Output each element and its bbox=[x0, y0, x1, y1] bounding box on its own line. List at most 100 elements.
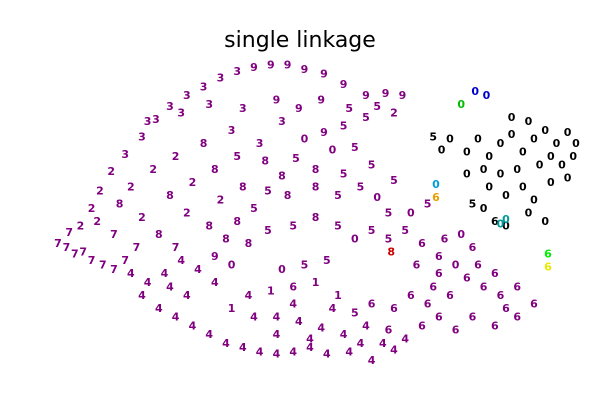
digit-point: 0 bbox=[457, 228, 465, 241]
digit-point: 0 bbox=[553, 137, 561, 150]
digit-point: 4 bbox=[357, 337, 365, 350]
digit-point: 4 bbox=[306, 341, 314, 354]
digit-point: 0 bbox=[228, 259, 236, 272]
digit-point: 4 bbox=[205, 328, 213, 341]
digit-point: 6 bbox=[407, 289, 415, 302]
digit-point: 6 bbox=[480, 280, 488, 293]
digit-point: 5 bbox=[429, 130, 437, 143]
digit-point: 1 bbox=[334, 289, 342, 302]
digit-point: 4 bbox=[345, 345, 353, 358]
digit-point: 6 bbox=[432, 191, 440, 204]
digit-point: 0 bbox=[547, 176, 555, 189]
digit-point: 5 bbox=[351, 306, 359, 319]
digit-point: 7 bbox=[99, 259, 107, 272]
digit-point: 5 bbox=[368, 159, 376, 172]
digit-point: 7 bbox=[79, 246, 87, 259]
digit-point: 9 bbox=[301, 63, 309, 76]
digit-point: 8 bbox=[166, 189, 174, 202]
digit-point: 0 bbox=[519, 180, 527, 193]
digit-point: 6 bbox=[289, 280, 297, 293]
digit-point: 2 bbox=[390, 107, 398, 120]
digit-point: 6 bbox=[502, 302, 510, 315]
digit-point: 0 bbox=[564, 126, 572, 139]
digit-point: 6 bbox=[418, 319, 426, 332]
digit-point: 4 bbox=[222, 337, 230, 350]
digit-point: 4 bbox=[289, 298, 297, 311]
digit-point: 4 bbox=[256, 345, 264, 358]
digit-point: 2 bbox=[107, 165, 115, 178]
digit-point: 5 bbox=[301, 259, 309, 272]
digit-point: 4 bbox=[273, 348, 281, 361]
digit-point: 4 bbox=[172, 311, 180, 324]
digit-point: 0 bbox=[497, 167, 505, 180]
digit-point: 9 bbox=[267, 59, 275, 72]
digit-point: 0 bbox=[519, 146, 527, 159]
digit-point: 4 bbox=[239, 341, 247, 354]
digit-point: 0 bbox=[301, 133, 309, 146]
digit-point: 5 bbox=[390, 174, 398, 187]
digit-point: 8 bbox=[233, 215, 241, 228]
digit-point: 2 bbox=[93, 215, 101, 228]
digit-point: 8 bbox=[245, 237, 253, 250]
digit-point: 8 bbox=[239, 180, 247, 193]
digit-point: 4 bbox=[362, 319, 370, 332]
digit-point: 7 bbox=[110, 228, 118, 241]
digit-point: 8 bbox=[312, 211, 320, 224]
digit-point: 2 bbox=[138, 211, 146, 224]
digit-point: 5 bbox=[357, 180, 365, 193]
digit-point: 1 bbox=[267, 285, 275, 298]
digit-point: 6 bbox=[513, 311, 521, 324]
digit-point: 5 bbox=[334, 189, 342, 202]
digit-point: 0 bbox=[558, 159, 566, 172]
digit-point: 1 bbox=[312, 276, 320, 289]
digit-point: 6 bbox=[418, 237, 426, 250]
digit-point: 1 bbox=[228, 302, 236, 315]
digit-point: 3 bbox=[233, 65, 241, 78]
digit-point: 0 bbox=[480, 202, 488, 215]
digit-point: 0 bbox=[329, 143, 337, 156]
digit-point: 2 bbox=[183, 206, 191, 219]
digit-point: 8 bbox=[387, 246, 395, 259]
digit-point: 3 bbox=[121, 148, 129, 161]
digit-point: 6 bbox=[491, 319, 499, 332]
digit-point: 4 bbox=[155, 302, 163, 315]
digit-point: 6 bbox=[497, 289, 505, 302]
digit-point: 8 bbox=[205, 219, 213, 232]
digit-point: 3 bbox=[217, 72, 225, 85]
digit-point: 8 bbox=[278, 170, 286, 183]
digit-point: 9 bbox=[382, 87, 390, 100]
digit-point: 5 bbox=[289, 219, 297, 232]
digit-point: 0 bbox=[463, 146, 471, 159]
digit-point: 0 bbox=[463, 167, 471, 180]
digit-point: 3 bbox=[138, 130, 146, 143]
digit-point: 0 bbox=[446, 133, 454, 146]
digit-point: 0 bbox=[471, 85, 479, 98]
digit-point: 0 bbox=[474, 133, 482, 146]
digit-point: 6 bbox=[469, 241, 477, 254]
digit-point: 5 bbox=[351, 141, 359, 154]
digit-point: 4 bbox=[138, 289, 146, 302]
digit-point: 3 bbox=[144, 115, 152, 128]
digit-point: 9 bbox=[250, 61, 258, 74]
digit-point: 2 bbox=[217, 193, 225, 206]
digit-point: 0 bbox=[497, 137, 505, 150]
digit-point: 5 bbox=[373, 100, 381, 113]
digit-point: 2 bbox=[96, 185, 104, 198]
digit-point: 2 bbox=[172, 150, 180, 163]
digit-point: 7 bbox=[172, 241, 180, 254]
digit-point: 6 bbox=[513, 280, 521, 293]
digit-point: 3 bbox=[228, 124, 236, 137]
digit-point: 5 bbox=[250, 202, 258, 215]
digit-point: 2 bbox=[127, 180, 135, 193]
digit-point: 0 bbox=[525, 206, 533, 219]
digit-point: 2 bbox=[77, 219, 85, 232]
digit-point: 8 bbox=[312, 180, 320, 193]
digit-point: 0 bbox=[502, 219, 510, 232]
digit-point: 8 bbox=[222, 233, 230, 246]
digit-point: 6 bbox=[544, 248, 552, 261]
digit-point: 4 bbox=[273, 328, 281, 341]
digit-point: 2 bbox=[149, 163, 157, 176]
digit-point: 6 bbox=[441, 233, 449, 246]
digit-point: 4 bbox=[317, 322, 325, 335]
